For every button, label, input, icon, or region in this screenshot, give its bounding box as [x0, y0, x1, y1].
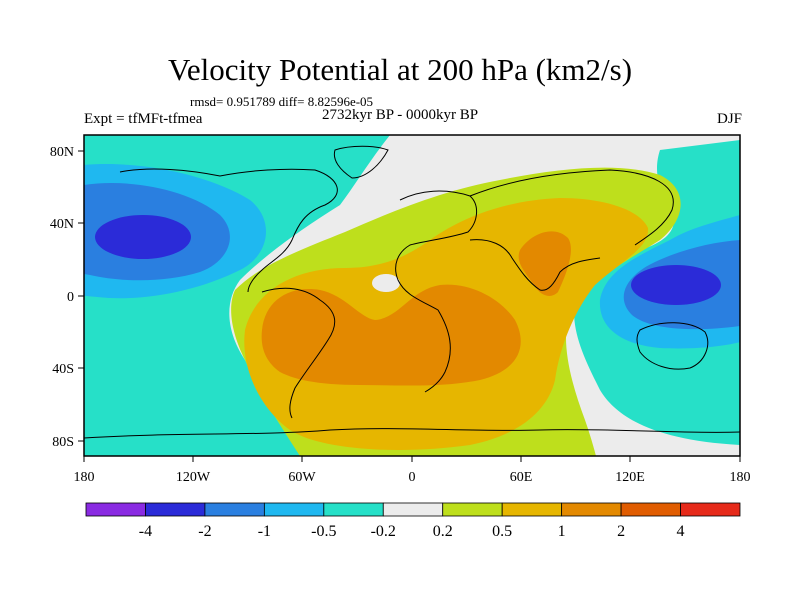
- colorbar-label: 1: [558, 523, 566, 540]
- colorbar-swatch: [85, 502, 146, 517]
- colorbar-label: -0.2: [371, 523, 396, 540]
- coast-antarctica: [84, 428, 740, 439]
- contour-fill-orange: [261, 284, 521, 386]
- colorbar-swatch: [263, 502, 325, 517]
- colorbar-label: -2: [198, 523, 211, 540]
- y-tick-label: 40N: [50, 217, 74, 232]
- coast-south-america: [261, 287, 336, 419]
- map-title: Velocity Potential at 200 hPa (km2/s): [167, 52, 633, 87]
- x-tick-label: 120W: [176, 470, 211, 485]
- contour-fill-darkblue-east: [631, 265, 721, 305]
- colorbar-swatch: [204, 502, 265, 517]
- colorbar-label: 2: [617, 523, 625, 540]
- colorbar-label: 4: [677, 523, 685, 540]
- colorbar-label: -1: [258, 523, 271, 540]
- contour-fill-darkblue-west: [95, 215, 191, 259]
- colorbar-swatch: [145, 502, 206, 517]
- y-tick-label: 40S: [52, 362, 74, 377]
- coast-north-america: [119, 168, 338, 293]
- coast-asia-north: [469, 169, 674, 246]
- colorbar-swatch: [680, 502, 741, 517]
- coastlines: [84, 145, 740, 439]
- coast-asia-south: [469, 239, 601, 291]
- colorbar-label: 0.5: [492, 523, 512, 540]
- colorbar-swatch: [561, 502, 622, 517]
- y-tick-label: 80N: [50, 145, 74, 160]
- colorbar-swatch: [323, 502, 384, 517]
- contour-fill-cyan-patch: [136, 308, 164, 320]
- stats-label: rmsd= 0.951789 diff= 8.82596e-05: [190, 94, 374, 109]
- x-tick-label: 180: [74, 470, 95, 485]
- colorbar-swatch: [620, 502, 681, 517]
- x-tick-label: 180: [730, 470, 751, 485]
- experiment-label: Expt = tfMFt-tfmea: [84, 111, 203, 127]
- y-tick-label: 80S: [52, 435, 74, 450]
- colorbar-label: 0.2: [433, 523, 453, 540]
- colorbar-swatch: [501, 502, 563, 517]
- colorbar-swatch: [382, 502, 444, 517]
- x-tick-label: 0: [409, 470, 416, 485]
- contour-fill-white-hole: [372, 274, 400, 292]
- x-tick-label: 60W: [288, 470, 316, 485]
- season-label: DJF: [716, 111, 742, 127]
- x-tick-label: 60E: [510, 470, 533, 485]
- period-label: 2732kyr BP - 0000kyr BP: [322, 107, 479, 123]
- coast-greenland: [333, 145, 389, 179]
- y-tick-label: 0: [67, 290, 74, 305]
- y-tick-marks: [78, 150, 84, 442]
- contour-field: [84, 135, 740, 456]
- x-tick-marks: [83, 456, 741, 462]
- colorbar-label: -4: [139, 523, 152, 540]
- colorbar: -4 -2 -1 -0.5 -0.2 0.2 0.5 1 2 4: [85, 502, 741, 540]
- contour-fill-orange-asia: [518, 231, 571, 296]
- colorbar-swatch: [442, 502, 503, 517]
- colorbar-label: -0.5: [311, 523, 336, 540]
- coast-australia: [636, 322, 709, 370]
- x-tick-label: 120E: [615, 470, 645, 485]
